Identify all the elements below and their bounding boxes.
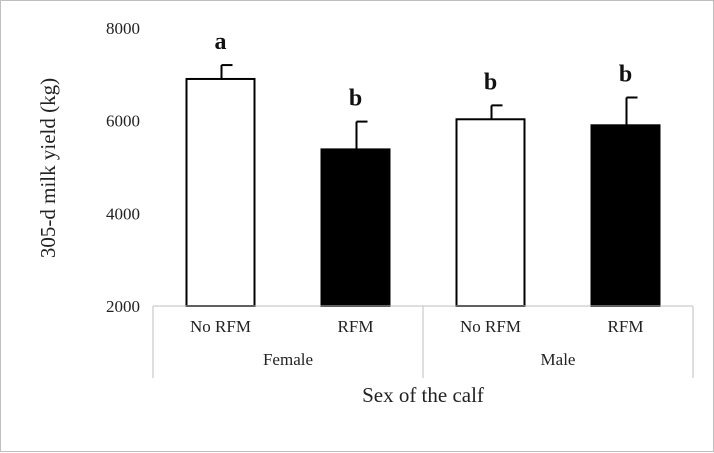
y-tick-label: 6000	[106, 112, 140, 131]
bars: a b b b	[185, 29, 661, 308]
significance-letter: b	[619, 62, 632, 88]
significance-letter: b	[484, 69, 497, 95]
y-tick-label: 2000	[106, 297, 140, 316]
significance-letter: a	[215, 29, 227, 55]
y-axis-ticks: 2000 4000 6000 8000	[106, 19, 140, 316]
bar	[320, 148, 391, 307]
x-category-label: RFM	[338, 317, 374, 336]
y-axis-label: 305-d milk yield (kg)	[36, 78, 60, 258]
x-group-label: Female	[263, 350, 313, 369]
bar	[455, 118, 526, 307]
x-category-label: No RFM	[190, 317, 251, 336]
y-tick-label: 4000	[106, 204, 140, 223]
x-category-label: RFM	[608, 317, 644, 336]
x-category-label: No RFM	[460, 317, 521, 336]
significance-letter: b	[349, 86, 362, 112]
bar	[185, 77, 256, 308]
x-axis-label: Sex of the calf	[362, 383, 484, 407]
x-axis: No RFM RFM No RFM RFM Female Male	[152, 305, 694, 378]
x-group-label: Male	[541, 350, 576, 369]
bar	[590, 124, 661, 307]
y-tick-label: 8000	[106, 19, 140, 38]
